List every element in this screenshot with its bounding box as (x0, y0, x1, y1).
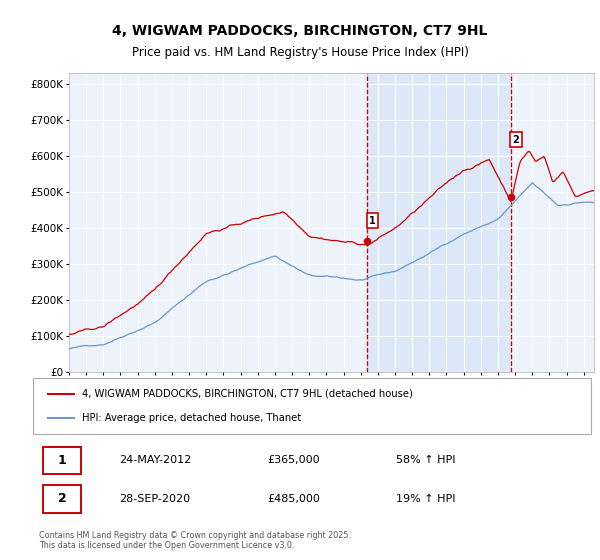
Text: 1: 1 (369, 216, 376, 226)
Text: £365,000: £365,000 (268, 455, 320, 465)
Text: 24-MAY-2012: 24-MAY-2012 (119, 455, 192, 465)
Text: 1: 1 (58, 454, 67, 467)
Text: 2: 2 (512, 134, 520, 144)
Text: 2: 2 (58, 492, 67, 505)
FancyBboxPatch shape (43, 485, 81, 512)
Text: Price paid vs. HM Land Registry's House Price Index (HPI): Price paid vs. HM Land Registry's House … (131, 46, 469, 59)
Text: 19% ↑ HPI: 19% ↑ HPI (396, 493, 455, 503)
Text: £485,000: £485,000 (268, 493, 320, 503)
Bar (367, 73, 511, 372)
FancyBboxPatch shape (43, 446, 81, 474)
Text: 28-SEP-2020: 28-SEP-2020 (119, 493, 191, 503)
Text: 4, WIGWAM PADDOCKS, BIRCHINGTON, CT7 9HL: 4, WIGWAM PADDOCKS, BIRCHINGTON, CT7 9HL (112, 25, 488, 38)
Text: HPI: Average price, detached house, Thanet: HPI: Average price, detached house, Than… (82, 413, 301, 423)
Text: 4, WIGWAM PADDOCKS, BIRCHINGTON, CT7 9HL (detached house): 4, WIGWAM PADDOCKS, BIRCHINGTON, CT7 9HL… (82, 389, 413, 399)
Text: Contains HM Land Registry data © Crown copyright and database right 2025.
This d: Contains HM Land Registry data © Crown c… (38, 531, 350, 550)
Text: 58% ↑ HPI: 58% ↑ HPI (396, 455, 455, 465)
